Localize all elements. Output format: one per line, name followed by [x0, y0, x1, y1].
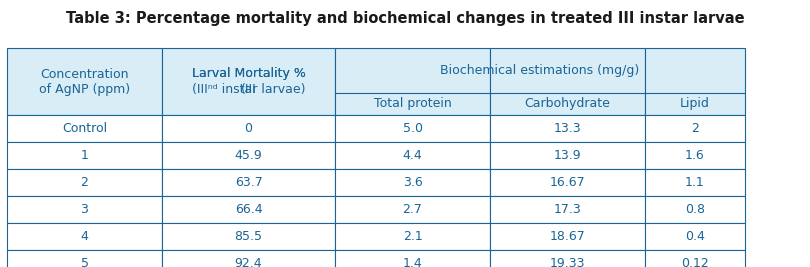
Bar — [645, 196, 745, 223]
Bar — [162, 48, 335, 115]
Text: 4: 4 — [80, 230, 88, 243]
Text: Carbohydrate: Carbohydrate — [525, 97, 611, 111]
Bar — [162, 223, 335, 250]
Text: 17.3: 17.3 — [553, 203, 582, 216]
Bar — [162, 142, 335, 169]
Text: 1.4: 1.4 — [403, 257, 422, 267]
Text: Concentration
of AgNP (ppm): Concentration of AgNP (ppm) — [39, 68, 130, 96]
Text: 18.67: 18.67 — [550, 230, 586, 243]
Bar — [162, 196, 335, 223]
Bar — [645, 169, 745, 196]
Bar — [645, 250, 745, 267]
Bar — [335, 250, 490, 267]
Bar — [490, 115, 645, 142]
Text: Table 3: Percentage mortality and biochemical changes in treated III instar larv: Table 3: Percentage mortality and bioche… — [66, 10, 744, 26]
Bar — [335, 223, 490, 250]
Text: 2: 2 — [80, 176, 88, 189]
Text: 13.9: 13.9 — [554, 149, 582, 162]
Text: Lipid: Lipid — [680, 97, 710, 111]
Text: 63.7: 63.7 — [235, 176, 262, 189]
Bar — [645, 223, 745, 250]
Text: 3: 3 — [80, 203, 88, 216]
Text: Control: Control — [62, 122, 107, 135]
Text: 16.67: 16.67 — [550, 176, 586, 189]
Bar — [162, 115, 335, 142]
Bar — [7, 115, 162, 142]
Text: 1.6: 1.6 — [685, 149, 705, 162]
Bar — [645, 115, 745, 142]
Bar — [645, 48, 745, 115]
Bar — [335, 196, 490, 223]
Bar — [490, 250, 645, 267]
Text: 2.1: 2.1 — [403, 230, 422, 243]
Bar — [7, 250, 162, 267]
Text: 19.33: 19.33 — [550, 257, 586, 267]
Text: 0.4: 0.4 — [685, 230, 705, 243]
Text: 3.6: 3.6 — [403, 176, 422, 189]
Text: Larval Mortality %
(IIIⁿᵈ instar larvae): Larval Mortality % (IIIⁿᵈ instar larvae) — [191, 68, 305, 96]
Text: 66.4: 66.4 — [235, 203, 262, 216]
Bar — [162, 169, 335, 196]
Bar — [490, 196, 645, 223]
Bar — [335, 48, 490, 115]
Bar — [335, 115, 490, 142]
Text: 5: 5 — [80, 257, 88, 267]
Bar — [7, 169, 162, 196]
Bar — [335, 169, 490, 196]
Text: 5.0: 5.0 — [403, 122, 423, 135]
Text: 45.9: 45.9 — [235, 149, 262, 162]
Text: 0.12: 0.12 — [681, 257, 709, 267]
Text: Larval Mortality %
(III: Larval Mortality % (III — [191, 68, 305, 96]
Text: 2: 2 — [691, 122, 699, 135]
Bar — [7, 142, 162, 169]
Text: Total protein: Total protein — [373, 97, 451, 111]
Bar — [645, 142, 745, 169]
Bar — [7, 196, 162, 223]
Text: 1: 1 — [80, 149, 88, 162]
Text: 4.4: 4.4 — [403, 149, 422, 162]
Bar — [490, 48, 645, 115]
Bar — [490, 142, 645, 169]
Text: 85.5: 85.5 — [235, 230, 262, 243]
Bar — [162, 250, 335, 267]
Bar — [7, 48, 162, 115]
Text: 2.7: 2.7 — [403, 203, 423, 216]
Text: 0: 0 — [245, 122, 253, 135]
Text: 0.8: 0.8 — [685, 203, 705, 216]
Bar — [7, 223, 162, 250]
Bar — [490, 169, 645, 196]
Bar — [490, 223, 645, 250]
Text: Biochemical estimations (mg/g): Biochemical estimations (mg/g) — [441, 64, 640, 77]
Bar — [335, 142, 490, 169]
Text: 92.4: 92.4 — [235, 257, 262, 267]
Text: 1.1: 1.1 — [685, 176, 705, 189]
Text: 13.3: 13.3 — [554, 122, 582, 135]
